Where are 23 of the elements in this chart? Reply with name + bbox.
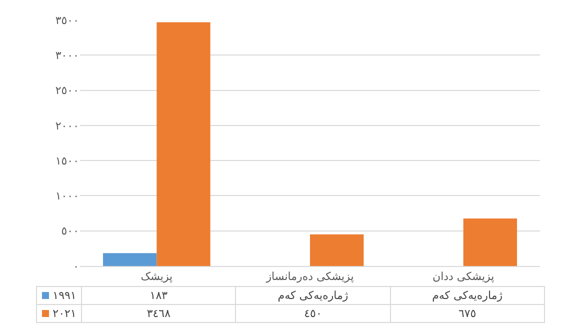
y-tick-label: ١٥٠٠: [55, 154, 79, 168]
data-label: ٤٥٠: [236, 304, 390, 322]
legend-label: ١٩٩١: [52, 289, 76, 302]
y-tick-label: ٥٠٠: [61, 224, 79, 238]
data-label: ١٨٣: [82, 286, 236, 304]
y-tick-label: ٢٥٠٠: [55, 84, 79, 98]
x-tick-label: پزیشکی دەرمانساز: [265, 270, 354, 284]
y-tick-label: ٠: [73, 260, 79, 273]
text: ژمارەیەکی کەم: [278, 289, 348, 302]
data-label: ٣٤٦٨: [82, 304, 236, 322]
x-tick-label: پزیشک: [140, 270, 173, 284]
text: ژمارەیەکی کەم: [432, 289, 503, 302]
bar: [103, 253, 157, 266]
bar: [156, 22, 210, 266]
y-tick-label: ٣٠٠٠: [55, 48, 79, 62]
y-tick-label: ٢٠٠٠: [55, 119, 79, 132]
bar: [310, 234, 364, 266]
y-tick-label: ٣٥٠٠: [55, 14, 79, 27]
y-tick-label: ١٠٠٠: [55, 190, 79, 203]
bar: [463, 218, 517, 266]
legend-label: ٢٠٢١: [52, 307, 76, 320]
data-label: ٦٧٥: [390, 304, 544, 322]
x-tick-label: پزیشکی ددان: [432, 270, 494, 284]
